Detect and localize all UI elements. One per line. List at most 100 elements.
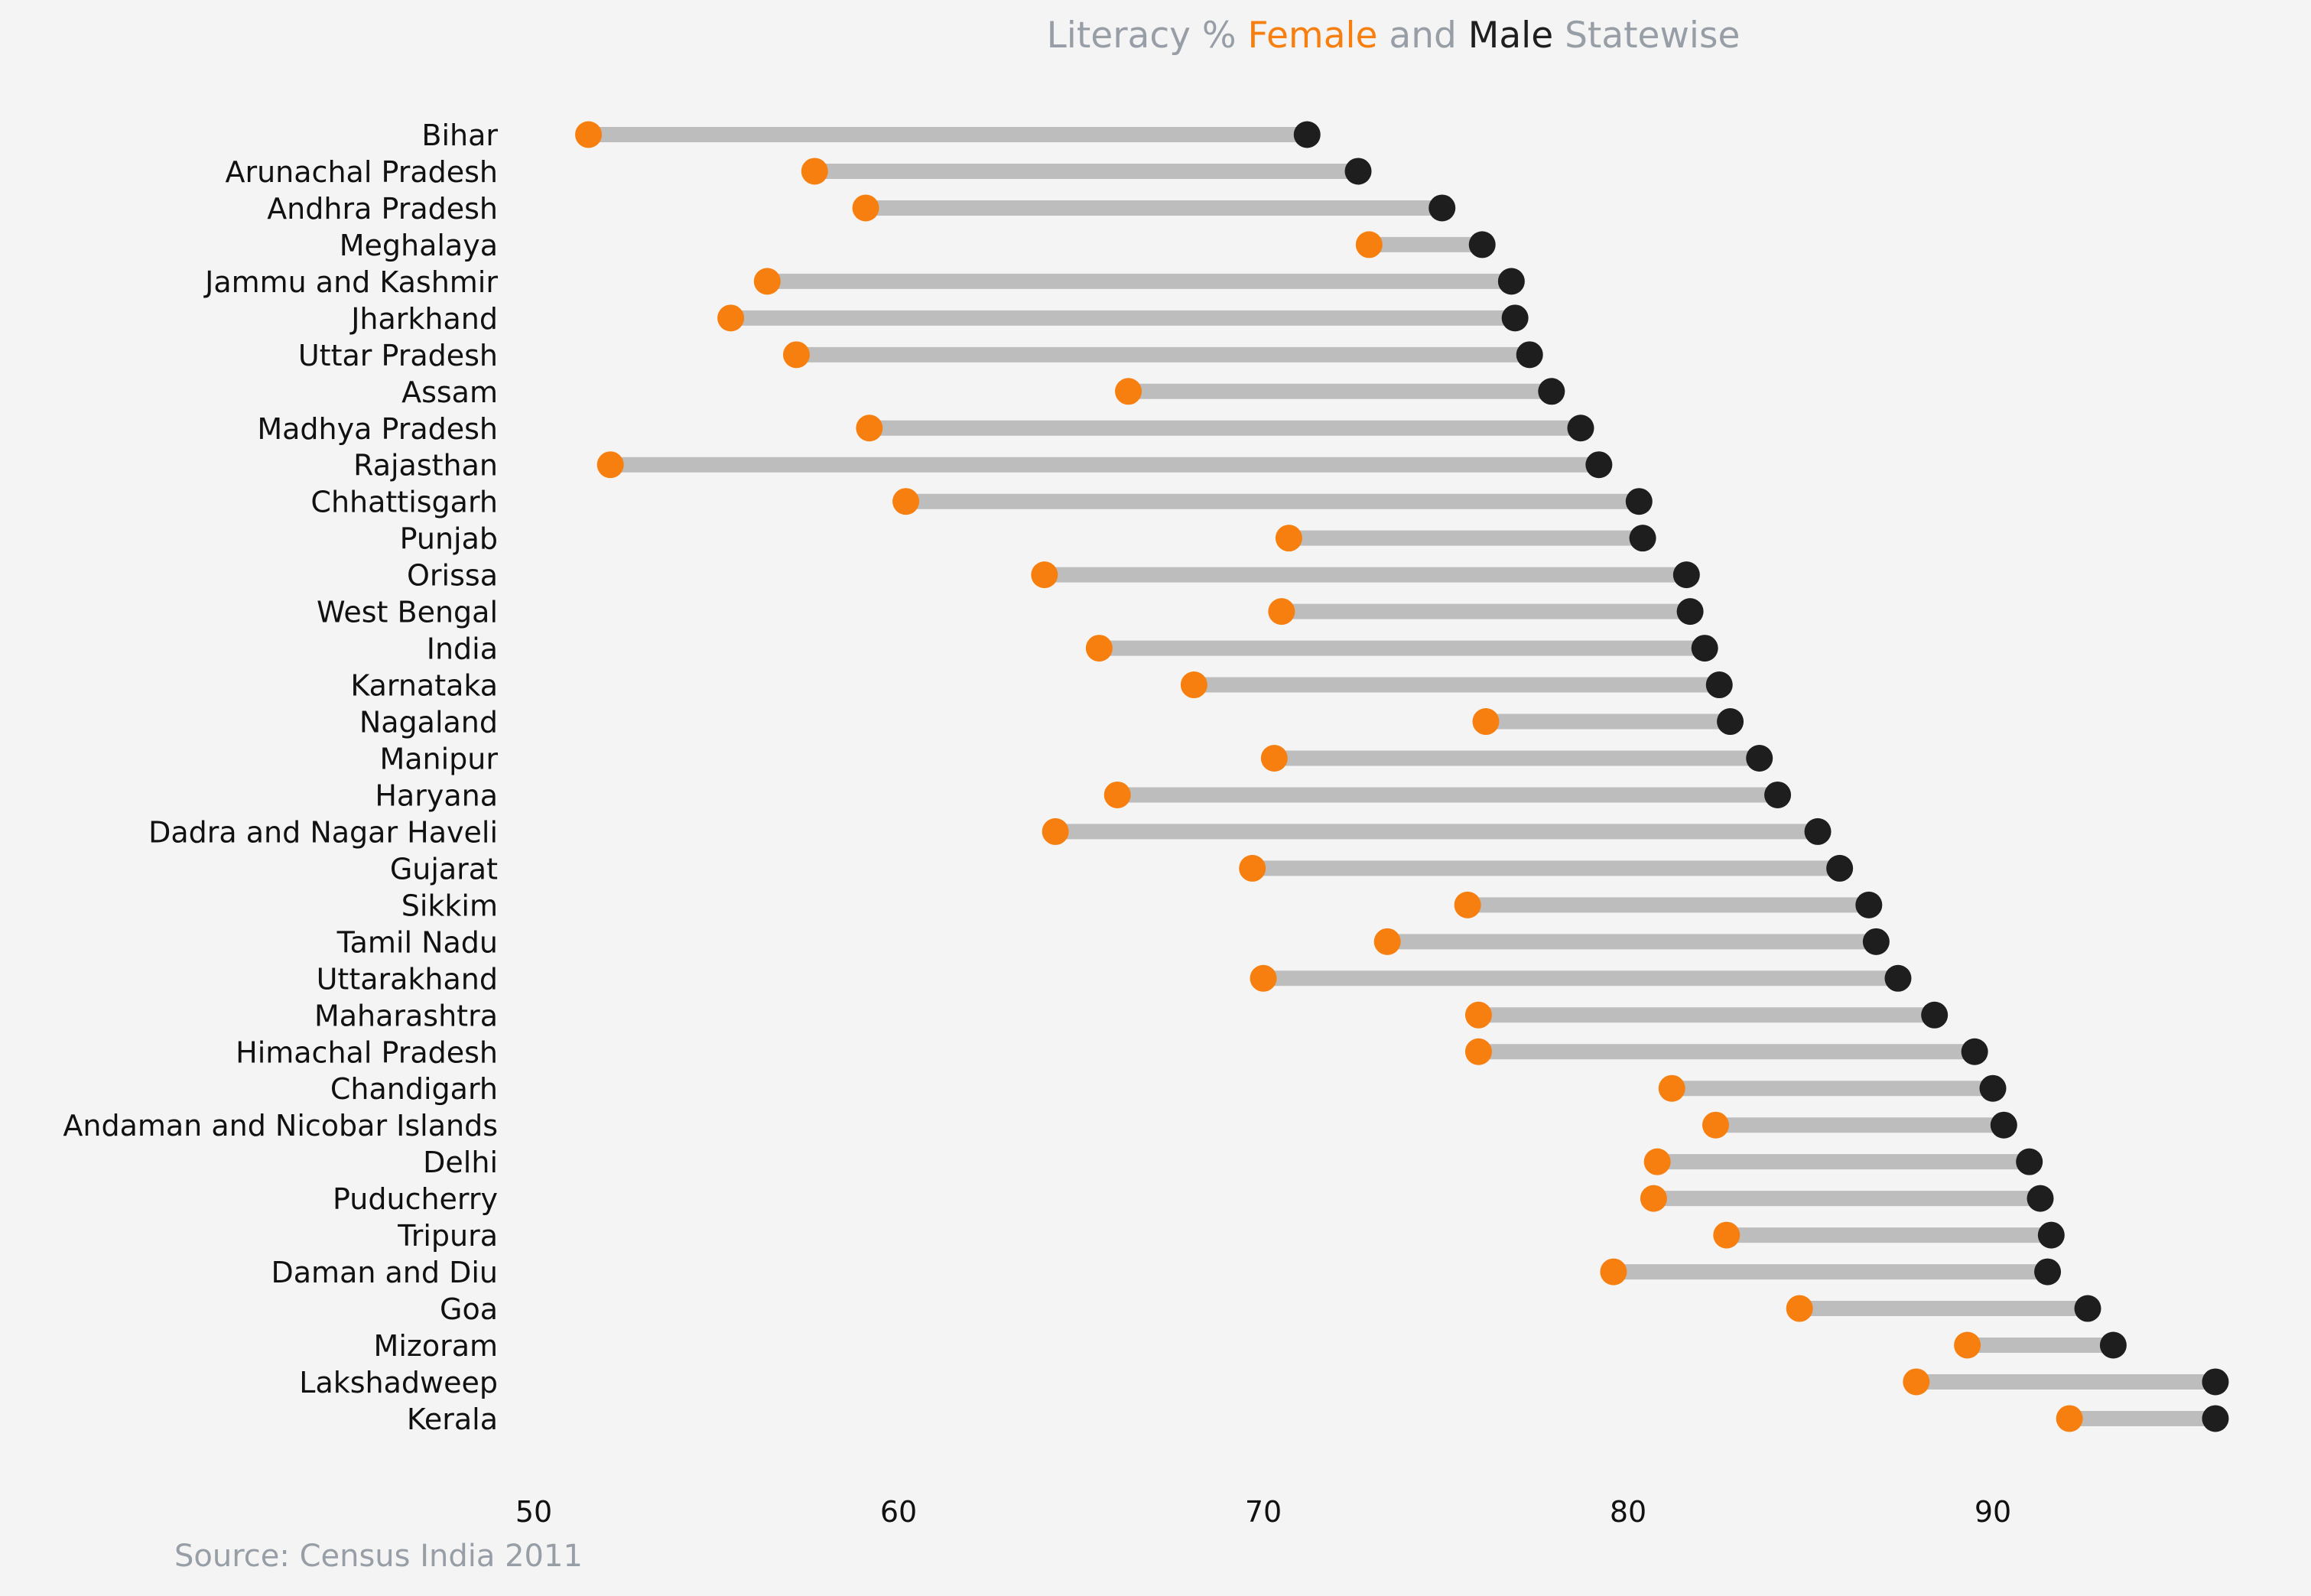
source-note: Source: Census India 2011 bbox=[174, 1539, 583, 1574]
female-dot bbox=[892, 488, 920, 515]
male-dot bbox=[1501, 304, 1529, 332]
female-dot bbox=[1954, 1331, 1981, 1359]
state-label: Mizoram bbox=[374, 1329, 498, 1363]
female-dot bbox=[1640, 1185, 1667, 1212]
male-dot bbox=[1344, 158, 1372, 185]
female-dot bbox=[1042, 818, 1069, 845]
state-label: Uttarakhand bbox=[317, 962, 498, 996]
female-dot bbox=[1085, 635, 1113, 662]
chart-title-part-5: Statewise bbox=[1553, 15, 1740, 57]
state-label: Delhi bbox=[423, 1146, 498, 1179]
male-dot bbox=[1293, 121, 1321, 148]
x-tick-label: 60 bbox=[880, 1495, 917, 1529]
female-dot bbox=[1786, 1295, 1813, 1322]
x-tick-label: 80 bbox=[1610, 1495, 1646, 1529]
state-label: Dadra and Nagar Haveli bbox=[148, 815, 498, 849]
state-label: Uttar Pradesh bbox=[298, 339, 498, 372]
state-label: Karnataka bbox=[350, 669, 498, 703]
male-dot bbox=[1961, 1038, 1988, 1065]
x-tick-label: 90 bbox=[1975, 1495, 2011, 1529]
male-dot bbox=[1691, 635, 1718, 662]
male-dot bbox=[1672, 561, 1700, 589]
male-dot bbox=[1717, 708, 1744, 736]
state-label: Sikkim bbox=[401, 889, 498, 922]
male-dot bbox=[2202, 1405, 2229, 1432]
female-dot bbox=[1355, 231, 1383, 258]
chart-title-part-4: Male bbox=[1468, 15, 1553, 57]
state-label: Chandigarh bbox=[330, 1072, 498, 1106]
female-dot bbox=[575, 121, 603, 148]
x-tick-label: 70 bbox=[1245, 1495, 1282, 1529]
state-label: Arunachal Pradesh bbox=[225, 155, 498, 189]
female-dot bbox=[1115, 378, 1142, 405]
male-dot bbox=[1585, 451, 1613, 479]
male-dot bbox=[2034, 1258, 2062, 1286]
male-dot bbox=[1468, 231, 1496, 258]
female-dot bbox=[852, 194, 879, 222]
male-dot bbox=[1538, 378, 1565, 405]
male-dot bbox=[1855, 891, 1883, 918]
male-dot bbox=[1629, 525, 1656, 552]
female-dot bbox=[1239, 854, 1266, 882]
state-label: Tamil Nadu bbox=[336, 925, 498, 959]
state-label: Himachal Pradesh bbox=[236, 1035, 498, 1069]
chart-title-part-3: and bbox=[1377, 15, 1468, 57]
male-dot bbox=[1884, 964, 1912, 992]
male-dot bbox=[1979, 1074, 2007, 1102]
male-dot bbox=[1826, 854, 1854, 882]
female-dot bbox=[753, 268, 781, 295]
state-label: Andaman and Nicobar Islands bbox=[63, 1109, 498, 1143]
state-label: Meghalaya bbox=[340, 229, 498, 262]
female-dot bbox=[596, 451, 624, 479]
female-dot bbox=[1600, 1258, 1627, 1286]
female-dot bbox=[856, 414, 883, 442]
state-label: Gujarat bbox=[390, 852, 498, 886]
male-dot bbox=[1921, 1001, 1949, 1029]
state-label: Jammu and Kashmir bbox=[203, 265, 498, 299]
female-dot bbox=[1260, 744, 1288, 772]
state-label: Bihar bbox=[421, 119, 498, 152]
state-label: Manipur bbox=[379, 742, 498, 775]
male-dot bbox=[1567, 414, 1594, 442]
female-dot bbox=[1702, 1111, 1729, 1139]
male-dot bbox=[1429, 194, 1456, 222]
female-dot bbox=[1903, 1368, 1930, 1396]
male-dot bbox=[1676, 598, 1704, 626]
female-dot bbox=[1658, 1074, 1685, 1102]
male-dot bbox=[2099, 1331, 2127, 1359]
male-dot bbox=[2202, 1368, 2229, 1396]
state-label: West Bengal bbox=[317, 596, 498, 629]
female-dot bbox=[1643, 1148, 1671, 1175]
male-dot bbox=[1990, 1111, 2017, 1139]
female-dot bbox=[782, 341, 810, 369]
female-dot bbox=[1464, 1001, 1492, 1029]
female-dot bbox=[1275, 525, 1302, 552]
male-dot bbox=[2074, 1295, 2101, 1322]
chart-title-part-1: Literacy % bbox=[1047, 15, 1248, 57]
state-label: Nagaland bbox=[359, 706, 498, 739]
female-dot bbox=[1250, 964, 1277, 992]
male-dot bbox=[1497, 268, 1525, 295]
female-dot bbox=[1472, 708, 1500, 736]
state-label: Tripura bbox=[397, 1219, 498, 1253]
male-dot bbox=[1705, 671, 1733, 699]
chart-title: Literacy % Female and Male Statewise bbox=[1047, 15, 1741, 57]
state-label: Lakshadweep bbox=[299, 1366, 498, 1399]
state-label: Rajasthan bbox=[353, 449, 498, 483]
connector-layer bbox=[588, 127, 2215, 1426]
female-dot bbox=[1713, 1221, 1741, 1249]
state-label: Chhattisgarh bbox=[310, 486, 498, 519]
state-label: Madhya Pradesh bbox=[257, 412, 498, 446]
state-label: Haryana bbox=[375, 778, 498, 812]
female-dot bbox=[1373, 928, 1401, 955]
male-dot bbox=[1862, 928, 1890, 955]
state-label: Daman and Diu bbox=[271, 1256, 499, 1289]
state-label: India bbox=[427, 632, 498, 666]
state-label: Puducherry bbox=[333, 1182, 498, 1216]
male-dot bbox=[1804, 818, 1832, 845]
female-dot bbox=[2056, 1405, 2083, 1432]
state-label: Goa bbox=[440, 1292, 498, 1326]
male-dot bbox=[2027, 1185, 2054, 1212]
state-label: Maharashtra bbox=[314, 999, 498, 1032]
male-dot bbox=[1625, 488, 1653, 515]
